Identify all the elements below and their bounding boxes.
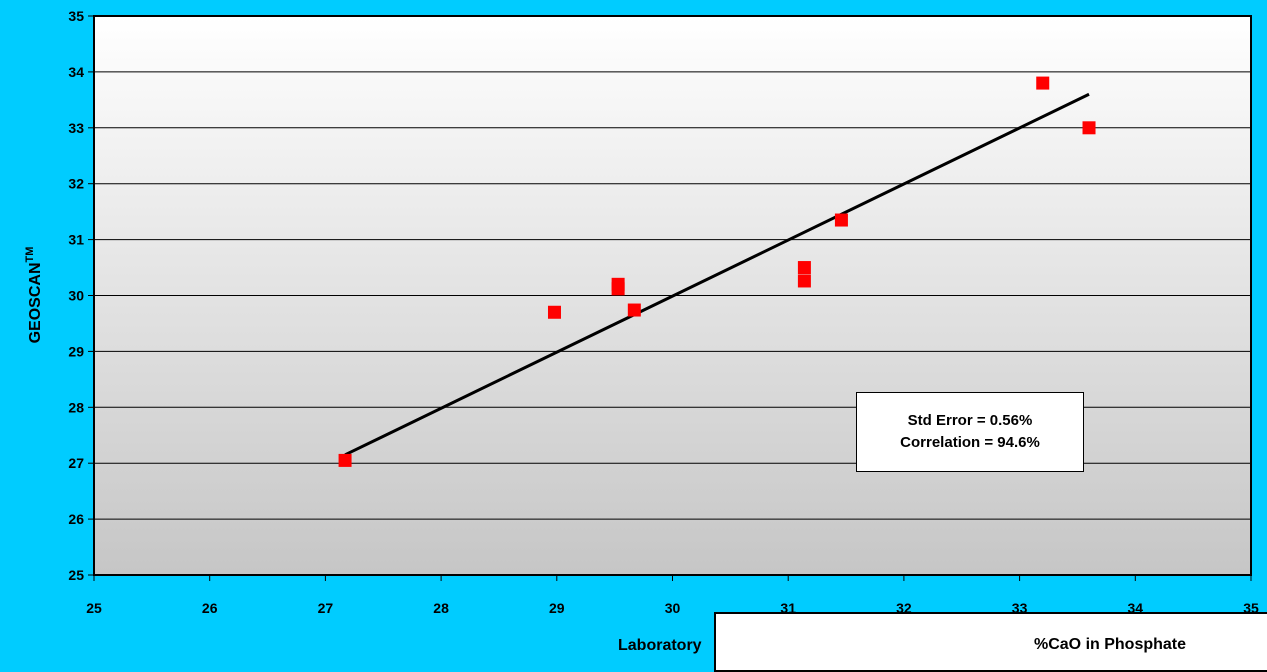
trendline-group [344,92,1090,457]
data-point [834,213,848,227]
data-points [338,76,1096,467]
y-tick-label: 26 [68,511,84,527]
data-point [1082,121,1096,135]
data-point [1036,76,1050,90]
data-point [627,303,641,317]
x-tick-label: 27 [318,600,334,616]
y-tick-label: 33 [68,120,84,136]
y-axis-title-superscript: TM [24,247,36,263]
overlay-title-box: %CaO in Phosphate [714,612,1267,672]
x-tick-label: 25 [86,600,102,616]
trendline [344,92,1090,457]
data-point [797,274,811,288]
correlation-label: Correlation = 94.6% [900,434,1040,451]
x-axis-title: Laboratory [618,637,702,654]
y-axis-title: GEOSCANTM [24,247,44,344]
y-tick-label: 30 [68,288,84,304]
y-tick-label: 28 [68,399,84,415]
stats-box: Std Error = 0.56% Correlation = 94.6% [856,392,1084,472]
x-tick-label: 29 [549,600,565,616]
data-point [611,282,625,296]
y-tick-label: 27 [68,455,84,471]
y-tick-label: 31 [68,232,84,248]
y-tick-label: 25 [68,567,84,583]
gridlines [94,71,1251,520]
y-tick-label: 34 [68,64,84,80]
y-tick-label: 32 [68,176,84,192]
x-axis: 25 26 27 28 29 30 31 32 33 34 35 [86,575,1259,616]
x-tick-label: 28 [433,600,449,616]
data-point [797,261,811,275]
data-point [547,305,561,319]
y-tick-label: 29 [68,343,84,359]
x-tick-label: 26 [202,600,218,616]
y-tick-label: 35 [68,8,84,24]
y-axis-title-main: GEOSCAN [27,262,44,343]
std-error-label: Std Error = 0.56% [907,412,1033,429]
y-axis: 25 26 27 28 29 30 31 32 33 34 35 [68,8,94,583]
data-point [338,453,352,467]
overlay-title: %CaO in Phosphate [1034,636,1187,653]
x-tick-label: 30 [665,600,681,616]
